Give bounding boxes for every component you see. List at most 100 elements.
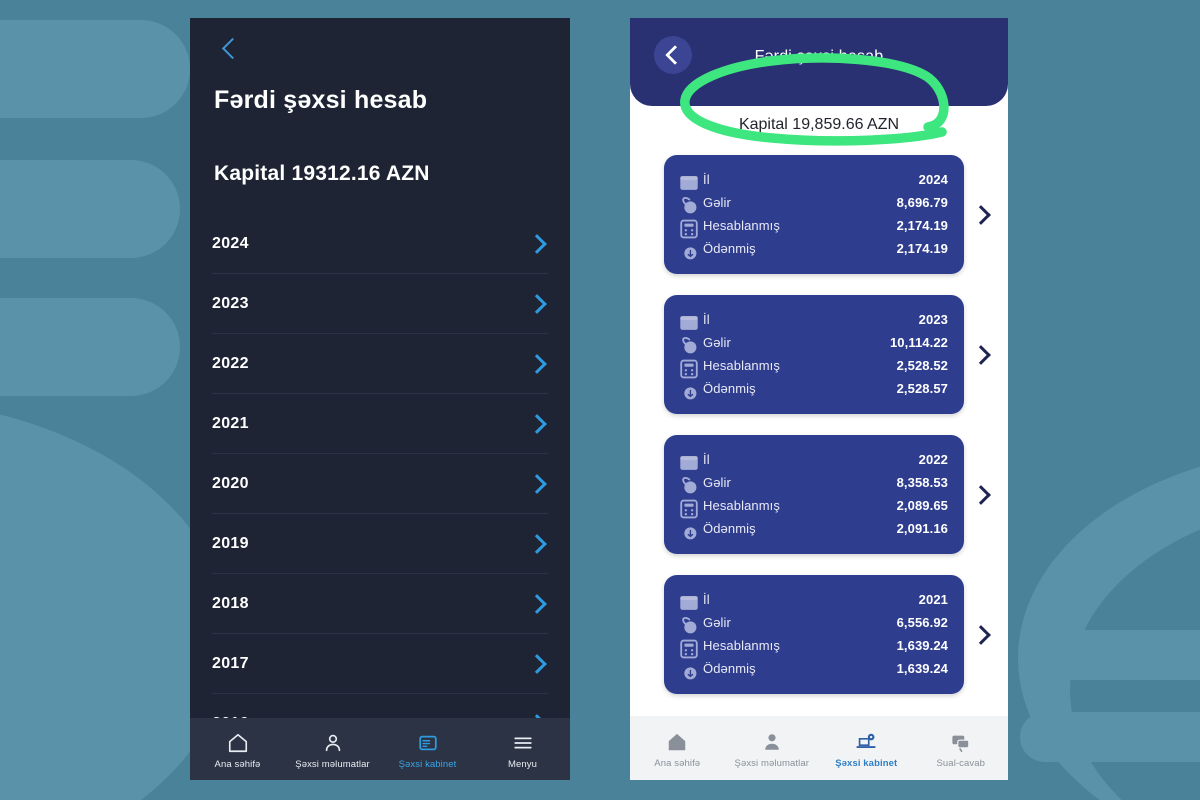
- card-line-value: 2,174.19: [896, 241, 948, 256]
- card-line-value: 2,174.19: [896, 218, 948, 233]
- page-title: Fərdi şəxsi hesab: [754, 48, 884, 65]
- card-line-value: 2021: [918, 592, 948, 607]
- chevron-right-icon: [971, 204, 991, 225]
- card-line-label: Ödənmiş: [703, 661, 756, 676]
- year-row-chevron[interactable]: [527, 533, 548, 554]
- year-row[interactable]: 2023: [212, 274, 548, 334]
- year-row-chevron[interactable]: [527, 293, 548, 314]
- card-line-label: Gəlir: [703, 615, 731, 630]
- year-row-chevron[interactable]: [527, 233, 548, 254]
- calendar-icon-wrap: [678, 452, 698, 470]
- card-line-year: İl 2024: [678, 168, 948, 191]
- year-row[interactable]: 2017: [212, 634, 548, 694]
- card-line-label: Ödənmiş: [703, 241, 756, 256]
- bg-pill: [0, 298, 180, 396]
- nav-item-person[interactable]: Şəxsi məlumatlar: [726, 731, 818, 769]
- year-row[interactable]: 2019: [212, 514, 548, 574]
- year-card-row[interactable]: İl 2024 Gəlir 8,696.79 Hesablanmış 2,174.19 Öd…: [630, 155, 1008, 274]
- nav-item-label: Şəxsi məlumatlar: [295, 759, 370, 770]
- card-line-year: İl 2023: [678, 308, 948, 331]
- card-line-paid: Ödənmiş 2,091.16: [678, 517, 948, 540]
- chat-icon: [952, 735, 970, 752]
- nav-item-menu[interactable]: Menyu: [478, 732, 568, 770]
- calendar-icon-wrap: [678, 312, 698, 330]
- back-button[interactable]: [212, 28, 252, 68]
- card-line-label: İl: [703, 312, 710, 327]
- year-label: 2021: [212, 414, 249, 432]
- year-row[interactable]: 2021: [212, 394, 548, 454]
- year-label: 2019: [212, 534, 249, 552]
- bottom-navigation: Ana səhifə Şəxsi məlumatlar Şəxsi kabinet M…: [190, 718, 570, 780]
- nav-item-home[interactable]: Ana səhifə: [631, 731, 723, 769]
- calendar-icon: [680, 316, 698, 330]
- card-line-income: Gəlir 6,556.92: [678, 611, 948, 634]
- year-row[interactable]: 2020: [212, 454, 548, 514]
- calculator-icon-wrap: [678, 218, 698, 239]
- year-card-row[interactable]: İl 2022 Gəlir 8,358.53 Hesablanmış 2,089.65 Öd…: [630, 435, 1008, 554]
- card-line-label: Ödənmiş: [703, 521, 756, 536]
- card-line-value: 6,556.92: [896, 615, 948, 630]
- card-line-accrued: Hesablanmış 2,528.52: [678, 354, 948, 379]
- year-card-row[interactable]: İl 2021 Gəlir 6,556.92 Hesablanmış 1,639.24 Öd…: [630, 575, 1008, 694]
- card-line-accrued: Hesablanmış 2,174.19: [678, 214, 948, 239]
- right-phone-screen: Fərdi şəxsi hesab Kapital 19,859.66 AZN …: [630, 18, 1008, 780]
- payment-icon: [684, 387, 697, 400]
- chevron-right-icon: [971, 484, 991, 505]
- chevron-right-icon: [527, 473, 547, 494]
- chevron-right-icon: [971, 624, 991, 645]
- year-card[interactable]: İl 2022 Gəlir 8,358.53 Hesablanmış 2,089.65 Öd…: [664, 435, 964, 554]
- chevron-right-icon: [527, 293, 547, 314]
- year-label: 2017: [212, 654, 249, 672]
- bg-pill: [0, 20, 190, 118]
- year-card[interactable]: İl 2023 Gəlir 10,114.22 Hesablanmış 2,528.52 Ö…: [664, 295, 964, 414]
- year-card[interactable]: İl 2021 Gəlir 6,556.92 Hesablanmış 1,639.24 Öd…: [664, 575, 964, 694]
- payment-icon-wrap: [678, 521, 697, 540]
- payment-icon-wrap: [678, 381, 697, 400]
- left-phone-screen: Fərdi şəxsi hesab Kapital 19312.16 AZN 2…: [190, 18, 570, 780]
- card-line-value: 2023: [918, 312, 948, 327]
- card-chevron[interactable]: [964, 204, 998, 225]
- year-row-chevron[interactable]: [527, 653, 548, 674]
- year-row-chevron[interactable]: [527, 473, 548, 494]
- nav-item-card[interactable]: Şəxsi kabinet: [383, 732, 473, 770]
- bottom-navigation: Ana səhifə Şəxsi məlumatlar Şəxsi kabinet S…: [630, 716, 1008, 780]
- year-card-row[interactable]: İl 2023 Gəlir 10,114.22 Hesablanmış 2,528.52 Ö…: [630, 295, 1008, 414]
- payment-icon: [684, 667, 697, 680]
- card-line-value: 1,639.24: [896, 638, 948, 653]
- coin-icon: [682, 617, 697, 634]
- nav-item-laptop[interactable]: Şəxsi kabinet: [820, 731, 912, 769]
- calendar-icon: [680, 596, 698, 610]
- coin-icon-wrap: [678, 615, 697, 634]
- nav-item-chat[interactable]: Sual-cavab: [915, 731, 1007, 769]
- bg-pill: [1020, 630, 1200, 680]
- nav-item-home[interactable]: Ana səhifə: [193, 732, 283, 770]
- card-line-value: 2022: [918, 452, 948, 467]
- year-card[interactable]: İl 2024 Gəlir 8,696.79 Hesablanmış 2,174.19 Öd…: [664, 155, 964, 274]
- chevron-right-icon: [971, 344, 991, 365]
- bg-pill: [1020, 712, 1200, 762]
- card-icon: [418, 735, 437, 751]
- year-row-chevron[interactable]: [527, 413, 548, 434]
- year-row-chevron[interactable]: [527, 353, 548, 374]
- year-row[interactable]: 2018: [212, 574, 548, 634]
- year-row[interactable]: 2022: [212, 334, 548, 394]
- card-line-value: 2,089.65: [896, 498, 948, 513]
- card-chevron[interactable]: [964, 624, 998, 645]
- card-chevron[interactable]: [964, 484, 998, 505]
- year-label: 2022: [212, 354, 249, 372]
- card-line-value: 2,528.52: [896, 358, 948, 373]
- card-line-paid: Ödənmiş 2,528.57: [678, 377, 948, 400]
- year-list: 202420232022202120202019201820172016: [212, 214, 548, 754]
- card-chevron[interactable]: [964, 344, 998, 365]
- calculator-icon-wrap: [678, 498, 698, 519]
- nav-item-person[interactable]: Şəxsi məlumatlar: [288, 732, 378, 770]
- chevron-right-icon: [527, 533, 547, 554]
- coin-icon: [682, 337, 697, 354]
- payment-icon-wrap: [678, 241, 697, 260]
- chevron-right-icon: [527, 353, 547, 374]
- year-label: 2024: [212, 234, 249, 252]
- coin-icon: [682, 197, 697, 214]
- chevron-right-icon: [527, 233, 547, 254]
- year-row-chevron[interactable]: [527, 593, 548, 614]
- year-row[interactable]: 2024: [212, 214, 548, 274]
